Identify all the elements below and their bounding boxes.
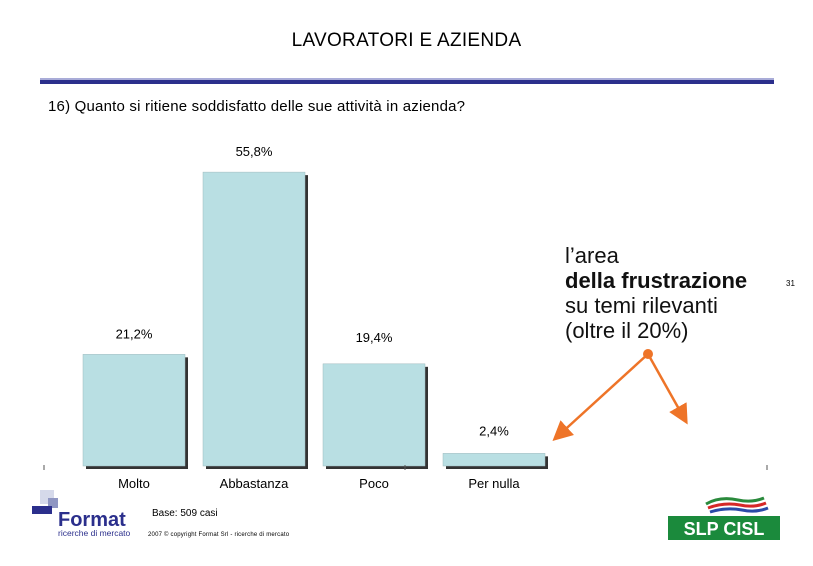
- logo-swoosh-top: [705, 496, 765, 506]
- question-text: 16) Quanto si ritiene soddisfatto delle …: [48, 98, 466, 115]
- logo-swoosh-mid: [707, 501, 767, 510]
- title-divider: [40, 78, 774, 84]
- value-label-per-nulla: 2,4%: [479, 423, 509, 438]
- bar-abbastanza: [202, 171, 306, 467]
- category-label-molto: Molto: [118, 476, 150, 491]
- frustration-callout: l’area della frustrazione su temi rileva…: [565, 243, 747, 343]
- arrow-to-poco: [552, 353, 649, 442]
- category-label-poco: Poco: [359, 476, 389, 491]
- format-logo-tagline: ricerche di mercato: [58, 528, 131, 538]
- value-label-poco: 19,4%: [356, 330, 393, 345]
- logo-band: [668, 516, 780, 540]
- slp-logo-text: SLP CISL: [684, 519, 765, 539]
- base-note: Base: 509 casi: [152, 508, 218, 519]
- callout-line-4: (oltre il 20%): [565, 318, 689, 343]
- logo-swoosh-low: [709, 506, 769, 514]
- value-label-abbastanza: 55,8%: [236, 144, 273, 159]
- arrow-origin-dot: [643, 349, 653, 359]
- callout-arrows: [552, 349, 688, 442]
- format-logo-name: Format: [58, 509, 126, 531]
- bar-molto: [82, 354, 186, 467]
- bar-poco: [322, 363, 426, 467]
- callout-line-1: l’area: [565, 243, 619, 268]
- logo-bar-dark: [32, 506, 52, 514]
- page-number: 31: [786, 279, 795, 288]
- callout-line-3: su temi rilevanti: [565, 293, 718, 318]
- category-label-abbastanza: Abbastanza: [220, 476, 289, 491]
- format-logo: Format ricerche di mercato: [32, 490, 131, 538]
- logo-square-mid: [48, 498, 58, 508]
- copyright-note: 2007 © copyright Format Srl - ricerche d…: [148, 532, 290, 538]
- value-label-molto: 21,2%: [116, 326, 153, 341]
- bars-layer: 21,2% Molto 55,8% Abbastanza 19,4% Poco 2,4% Pe…: [82, 144, 548, 491]
- slp-cisl-logo: SLP CISL: [668, 496, 780, 540]
- bar-per-nulla: [442, 453, 546, 467]
- callout-line-2: della frustrazione: [565, 268, 748, 293]
- arrow-to-per-nulla: [646, 353, 688, 425]
- page-title: LAVORATORI E AZIENDA: [291, 30, 522, 51]
- category-label-per-nulla: Per nulla: [468, 476, 520, 491]
